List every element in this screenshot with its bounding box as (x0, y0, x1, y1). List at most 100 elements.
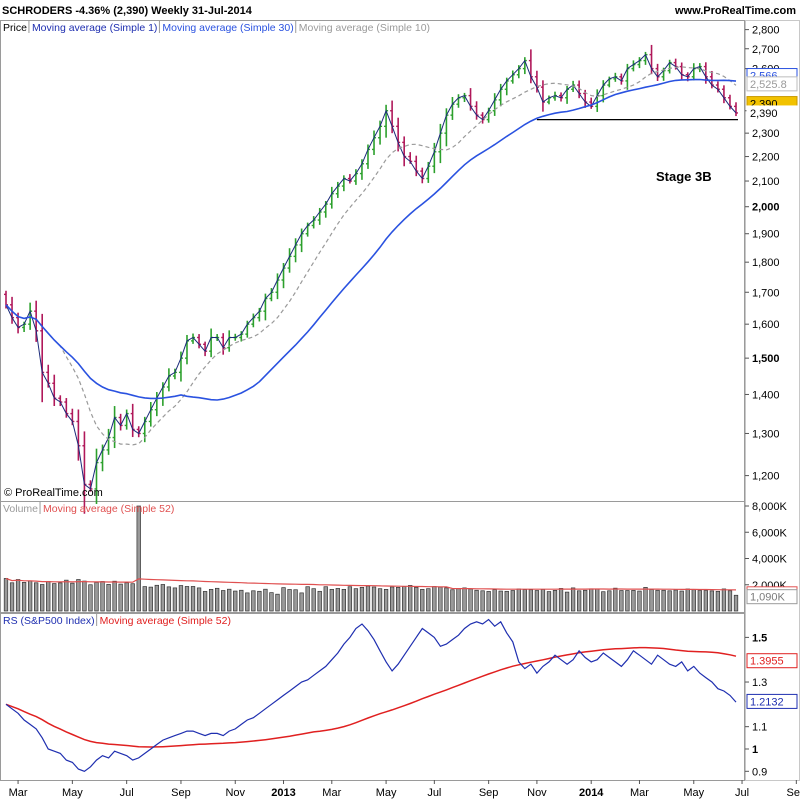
volume-bar (21, 582, 27, 612)
volume-bar (281, 587, 286, 612)
volume-bar (124, 582, 129, 612)
volume-bar (486, 591, 491, 612)
volume-bar (522, 589, 527, 612)
volume-bar (9, 582, 15, 612)
price-legend-item: Price (3, 22, 27, 34)
volume-bar (76, 579, 81, 612)
volume-value-tag-box (746, 589, 798, 605)
x-tick-label: May (683, 787, 704, 799)
volume-bar (377, 588, 383, 612)
rs-legend-item: RS (S&P500 Index) (3, 615, 95, 627)
volume-bar (697, 590, 702, 612)
volume-bar (227, 588, 232, 612)
volume-bar (154, 584, 159, 612)
volume-bar (649, 589, 654, 612)
volume-bar (625, 590, 630, 612)
volume-bar (88, 584, 93, 612)
volume-bar (516, 588, 521, 612)
x-tick-label: Sep (171, 787, 191, 799)
volume-bar (106, 584, 111, 612)
price-tick-label: 2,300 (752, 128, 780, 140)
ma1-line (5, 53, 737, 490)
volume-bar (546, 591, 552, 612)
volume-bar (365, 585, 371, 612)
volume-legend-item: Volume (3, 503, 38, 515)
volume-legend-item: Moving average (Simple 52) (43, 503, 174, 515)
volume-bar (335, 588, 340, 612)
x-tick-label: Sep (479, 787, 499, 799)
volume-bar (703, 590, 708, 612)
volume-bar (420, 588, 425, 612)
volume-bar (166, 586, 172, 612)
price-tick-label: 1,600 (752, 319, 780, 331)
ma10-line (5, 66, 737, 446)
volume-bar (576, 590, 582, 612)
volume-bar (142, 586, 147, 612)
volume-bar (353, 588, 359, 612)
price-legend-item: Moving average (Simple 1) (32, 22, 157, 34)
volume-bar (184, 586, 190, 612)
price-value-tag: 2,390 (750, 108, 778, 120)
price-tick-label: 1,900 (752, 229, 780, 241)
volume-bar (40, 584, 45, 612)
volume-bar (299, 592, 304, 612)
price-legend-item: Moving average (Simple 30) (162, 22, 293, 34)
volume-bar (438, 586, 443, 612)
volume-bar (426, 588, 431, 612)
stage-annotation: Stage 3B (656, 169, 712, 184)
rs-value-tag: 1.2132 (750, 696, 784, 708)
header-title: SCHRODERS -4.36% (2,390) Weekly 31-Jul-2… (2, 5, 253, 17)
volume-tick-label: 8,000K (752, 501, 788, 513)
volume-bar (359, 587, 365, 612)
volume-layer (3, 505, 739, 612)
volume-bar (341, 588, 347, 612)
volume-bar (112, 580, 117, 612)
volume-bar (190, 586, 196, 612)
volume-bar (540, 589, 546, 612)
rs-tick-label: 1.5 (752, 632, 767, 644)
volume-bar (347, 586, 353, 612)
price-tick-label: 1,400 (752, 389, 780, 401)
price-tick-label: 1,800 (752, 257, 780, 269)
volume-bar (239, 589, 244, 612)
volume-bar (510, 590, 515, 612)
volume-bar (269, 592, 274, 612)
volume-bar (402, 586, 407, 612)
volume-bar (534, 590, 540, 612)
volume-bar (456, 588, 461, 612)
volume-bar (275, 593, 280, 612)
volume-bar (408, 585, 413, 612)
rs-legend-item: Moving average (Simple 52) (100, 615, 231, 627)
volume-bar (100, 581, 105, 612)
volume-bar (643, 587, 648, 612)
x-tick-label: May (62, 787, 83, 799)
volume-bar (480, 590, 485, 612)
x-tick-label: Nov (527, 787, 547, 799)
volume-bar (667, 590, 672, 612)
volume-bar (257, 590, 262, 612)
volume-bar (389, 586, 395, 612)
volume-bar (64, 579, 69, 612)
volume-bar (601, 591, 606, 612)
price-tick-label: 1,700 (752, 287, 780, 299)
x-tick-label: Sep (787, 787, 800, 799)
volume-bar (619, 590, 624, 612)
volume-tick-label: 4,000K (752, 554, 788, 566)
x-tick-label: Jul (735, 787, 749, 799)
x-tick-label: Jul (120, 787, 134, 799)
volume-bar (58, 582, 63, 612)
volume-bar (558, 588, 564, 612)
volume-bar (233, 590, 238, 612)
volume-bar (196, 587, 202, 612)
volume-bar (136, 505, 141, 612)
volume-bar (468, 588, 473, 612)
volume-bar (715, 590, 721, 612)
volume-bar (118, 583, 123, 612)
x-tick-label: Nov (225, 787, 245, 799)
volume-bar (595, 588, 600, 612)
volume-bar (178, 585, 184, 612)
volume-value-tag: 1,090K (750, 592, 786, 604)
price-tick-label: 1,200 (752, 471, 780, 483)
volume-bar (130, 583, 135, 612)
